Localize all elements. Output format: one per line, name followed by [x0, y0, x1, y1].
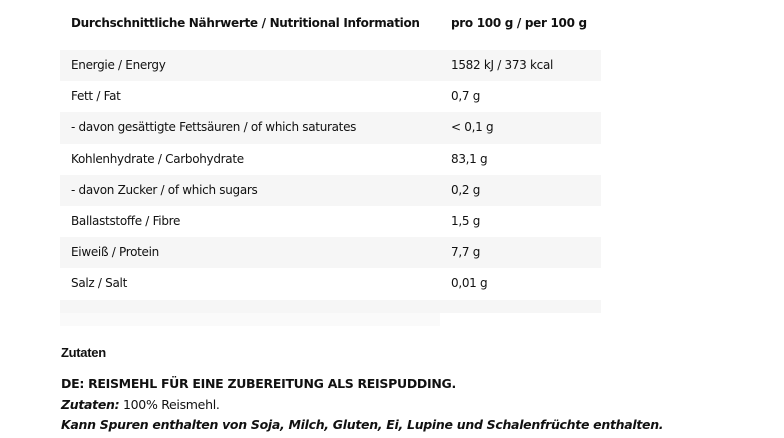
ingredients-section: Zutaten DE: REISMEHL FÜR EINE ZUBEREITUN… — [61, 345, 664, 436]
nutrient-name: - davon gesättigte Fettsäuren / of which… — [71, 120, 357, 135]
table-row: Kohlenhydrate / Carbohydrate 83,1 g — [60, 144, 601, 175]
allergen-note: Kann Spuren enthalten von Soja, Milch, G… — [61, 417, 664, 432]
table-row: Salz / Salt 0,01 g — [60, 268, 601, 299]
ingredients-heading: Zutaten — [61, 345, 106, 360]
ingredients-label: Zutaten: — [61, 396, 120, 412]
table-row: Ballaststoffe / Fibre 1,5 g — [60, 206, 601, 237]
nutrient-name: Eiweiß / Protein — [71, 245, 159, 260]
table-row: Energie / Energy 1582 kJ / 373 kcal — [60, 50, 601, 82]
nutrient-name: Energie / Energy — [71, 58, 166, 72]
table-row: Fett / Fat 0,7 g — [60, 81, 601, 112]
ingredients-line: Zutaten: 100% Reismehl. — [61, 395, 663, 416]
nutrient-value: 1,5 g — [451, 213, 481, 228]
nutrient-value: < 0,1 g — [451, 120, 494, 135]
nutrient-value: 0,01 g — [451, 276, 488, 291]
table-spacer — [60, 299, 601, 313]
nutrient-name: Ballaststoffe / Fibre — [71, 213, 181, 228]
nutrient-name: Kohlenhydrate / Carbohydrate — [71, 151, 244, 166]
table-row: - davon Zucker / of which sugars 0,2 g — [60, 174, 601, 206]
ingredients-title: DE: REISMEHL FÜR EINE ZUBEREITUNG ALS RE… — [61, 376, 456, 391]
header-nutrient: Durchschnittliche Nährwerte / Nutritiona… — [71, 16, 420, 30]
table-spacer — [60, 312, 440, 326]
nutrient-value: 0,7 g — [451, 89, 481, 104]
nutrient-value: 83,1 g — [451, 151, 488, 166]
table-row: - davon gesättigte Fettsäuren / of which… — [60, 112, 601, 144]
header-per-100g: pro 100 g / per 100 g — [451, 16, 587, 30]
nutrient-name: Fett / Fat — [71, 89, 121, 104]
table-row: Eiweiß / Protein 7,7 g — [60, 237, 601, 269]
nutrient-value: 1582 kJ / 373 kcal — [451, 58, 554, 72]
table-header: Durchschnittliche Nährwerte / Nutritiona… — [60, 0, 601, 50]
nutrient-value: 0,2 g — [451, 182, 481, 197]
ingredients-text: 100% Reismehl. — [119, 396, 220, 412]
nutrient-name: - davon Zucker / of which sugars — [71, 182, 258, 197]
nutrition-table: Durchschnittliche Nährwerte / Nutritiona… — [60, 0, 601, 326]
nutrient-value: 7,7 g — [451, 245, 481, 260]
nutrient-name: Salz / Salt — [71, 276, 127, 291]
